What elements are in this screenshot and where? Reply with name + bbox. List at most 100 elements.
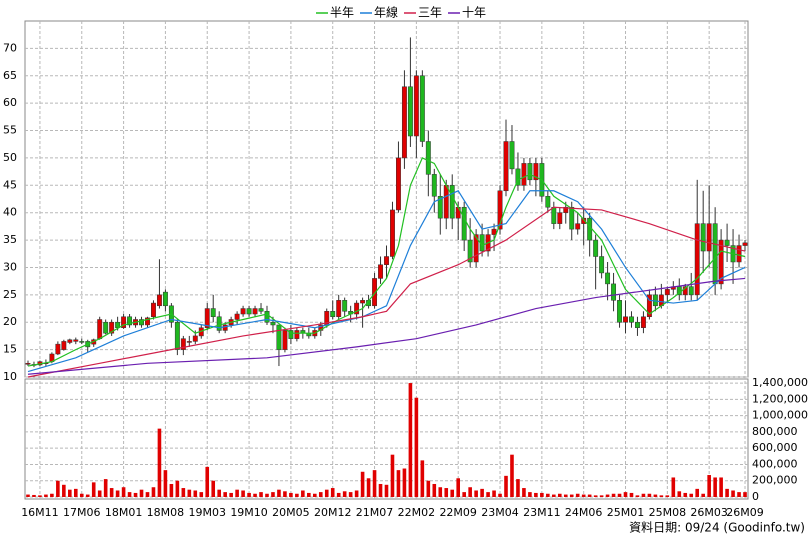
volume-bar	[671, 477, 676, 497]
volume-bar	[85, 494, 90, 497]
volume-bar	[522, 488, 526, 497]
volume-bar	[635, 495, 640, 497]
y2-tick-label: 1,400,000	[752, 376, 808, 389]
candle-body	[545, 196, 551, 208]
volume-bar	[97, 490, 102, 497]
candle-body	[629, 316, 634, 323]
volume-bar	[402, 468, 407, 497]
candle-body	[61, 341, 67, 350]
candle-body	[103, 321, 109, 334]
volume-bar	[44, 494, 48, 497]
y2-tick-label: 1,200,000	[752, 392, 808, 405]
volume-bar	[169, 483, 174, 497]
legend-label: 年線	[374, 5, 398, 20]
volume-bar	[336, 492, 341, 497]
y2-tick-label: 600,000	[752, 441, 798, 454]
y-tick-label: 50	[3, 151, 17, 164]
x-tick-label: 23M11	[523, 506, 561, 519]
volume-bar	[617, 493, 622, 497]
volume-bar	[432, 483, 437, 497]
ma-line	[27, 157, 746, 367]
volume-bar	[277, 489, 281, 497]
volume-bar	[534, 492, 538, 497]
volume-bar	[342, 491, 347, 497]
candle-body	[617, 300, 622, 323]
volume-bar	[360, 471, 365, 497]
candle-body	[151, 302, 156, 318]
volume-bar	[26, 494, 30, 497]
candle-body	[210, 308, 216, 318]
candle-body	[688, 286, 694, 296]
candle-body	[145, 317, 150, 326]
volume-bar	[486, 492, 490, 497]
candle-body	[180, 338, 186, 350]
volume-bar	[504, 475, 508, 497]
candle-body	[593, 239, 599, 257]
volume-bar	[32, 494, 36, 497]
volume-bar	[689, 493, 694, 497]
volume-bar	[552, 494, 556, 497]
x-tick-label: 26M09	[726, 506, 764, 519]
x-tick-label: 20M12	[314, 506, 352, 519]
candle-body	[264, 311, 270, 323]
volume-bar	[599, 495, 604, 497]
candle-body	[282, 330, 288, 350]
candle-body	[461, 206, 467, 241]
volume-bar	[528, 492, 532, 497]
volume-bar	[468, 487, 472, 497]
x-tick-label: 21M07	[356, 506, 394, 519]
volume-bar	[289, 492, 293, 497]
candle-body	[437, 196, 443, 219]
volume-bar	[307, 492, 311, 497]
volume-bar	[719, 477, 723, 497]
candle-body	[55, 343, 61, 355]
volume-bar	[330, 488, 335, 497]
y-tick-label: 10	[3, 370, 17, 383]
y-tick-label: 65	[3, 69, 17, 82]
candle-body	[587, 217, 593, 241]
x-tick-label: 24M06	[565, 506, 603, 519]
candle-body	[533, 163, 539, 181]
volume-bar	[301, 490, 305, 497]
y2-tick-label: 400,000	[752, 457, 798, 470]
x-tick-label: 16M11	[21, 506, 59, 519]
y-tick-label: 60	[3, 96, 17, 109]
candle-body	[97, 319, 103, 339]
volume-bar	[557, 493, 562, 497]
candle-body	[635, 321, 640, 328]
volume-bar	[390, 454, 395, 497]
candle-body	[664, 289, 670, 296]
volume-bar	[683, 492, 688, 497]
x-tick-label: 19M03	[188, 506, 226, 519]
candle-body	[204, 308, 210, 328]
candle-body	[521, 163, 527, 186]
volume-bar	[569, 494, 574, 497]
candle-body	[563, 206, 569, 213]
candle-body	[503, 141, 509, 192]
volume-bar	[540, 492, 544, 497]
volume-bar	[725, 488, 729, 497]
volume-bar	[713, 477, 717, 497]
volume-bar	[229, 492, 233, 497]
x-tick-label: 23M04	[481, 506, 519, 519]
volume-bar	[366, 478, 371, 497]
candle-body	[712, 223, 718, 285]
volume-bar	[695, 488, 700, 497]
candle-body	[342, 300, 348, 312]
legend-label: 十年	[462, 6, 486, 20]
volume-bar	[450, 489, 455, 497]
volume-bar	[145, 492, 150, 497]
volume-bar	[271, 492, 275, 497]
x-tick-label: 22M09	[439, 506, 477, 519]
volume-bar	[56, 480, 60, 497]
candle-body	[156, 294, 162, 307]
volume-bar	[115, 490, 120, 497]
candle-body	[623, 316, 628, 323]
volume-bar	[563, 494, 568, 497]
volume-bar	[480, 488, 484, 497]
candle-body	[139, 319, 144, 326]
candle-body	[413, 75, 419, 137]
candle-body	[473, 234, 479, 263]
candle-body	[330, 311, 336, 318]
